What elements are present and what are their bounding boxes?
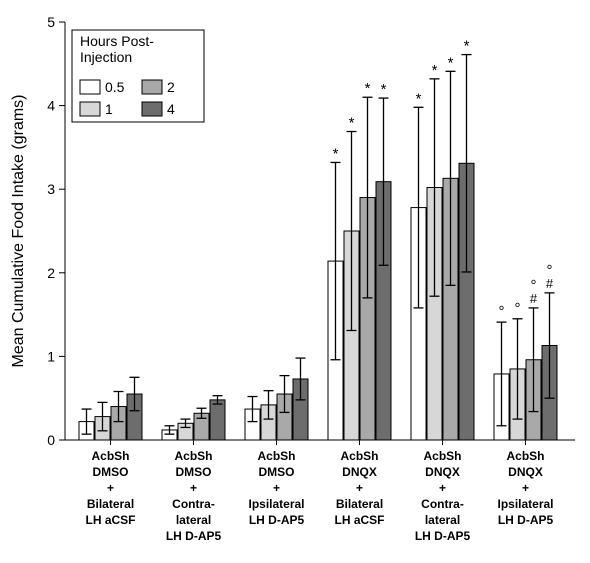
legend-swatch (142, 80, 162, 94)
y-tick-label: 2 (47, 265, 55, 281)
x-group-label: Ipsilateral (497, 497, 553, 511)
chart-svg: 0 1 2 3 4 5 Mean Cumulative Food Intake (grams… (0, 0, 590, 563)
x-group-label: lateral (176, 513, 211, 527)
x-group-label: DMSO (176, 465, 212, 479)
x-group-label: + (107, 481, 114, 495)
x-group-label: AcbSh (174, 449, 212, 463)
x-group-label: Bilateral (336, 497, 383, 511)
x-group-label: AcbSh (506, 449, 544, 463)
legend-swatch (80, 80, 100, 94)
x-group-label: LH aCSF (334, 513, 384, 527)
legend-label: 0.5 (105, 79, 125, 95)
sig-mark: * (464, 38, 470, 55)
x-group-label: LH aCSF (85, 513, 135, 527)
legend-title: Hours Post- (80, 33, 154, 49)
sig-mark: ° (499, 303, 505, 320)
x-group-label: + (356, 481, 363, 495)
sig-mark: * (365, 80, 371, 97)
x-group-label: LH D-AP5 (166, 529, 222, 543)
sig-mark: * (432, 62, 438, 79)
x-group-label: AcbSh (423, 449, 461, 463)
y-tick-label: 0 (47, 432, 55, 448)
x-group-label: AcbSh (257, 449, 295, 463)
sig-mark: * (448, 54, 454, 71)
sig-mark: * (416, 90, 422, 107)
legend-label: 1 (105, 101, 113, 117)
x-group-label: LH D-AP5 (249, 513, 305, 527)
x-group-label: + (522, 481, 529, 495)
y-tick-label: 4 (47, 98, 55, 114)
legend-label: 2 (167, 79, 175, 95)
x-group-label: + (273, 481, 280, 495)
bar-chart-food-intake: { "chart": { "type": "grouped-bar", "wid… (0, 0, 590, 563)
x-group-label: AcbSh (91, 449, 129, 463)
x-group-label: DNQX (508, 465, 543, 479)
bar (210, 400, 225, 440)
legend-title: Injection (80, 49, 132, 65)
legend-swatch (80, 102, 100, 116)
sig-mark: * (349, 115, 355, 132)
x-group-label: Ipsilateral (248, 497, 304, 511)
sig-mark: # (546, 276, 554, 291)
y-tick-label: 5 (47, 14, 55, 30)
x-group-label: DNQX (342, 465, 377, 479)
x-group-label: LH D-AP5 (498, 513, 554, 527)
legend-swatch (142, 102, 162, 116)
y-tick-label: 1 (47, 348, 55, 364)
x-group-label: Contra- (172, 497, 215, 511)
sig-mark: * (333, 145, 339, 162)
sig-mark: # (530, 291, 538, 306)
y-tick-label: 3 (47, 181, 55, 197)
sig-mark: * (381, 81, 387, 98)
x-group-label: DMSO (259, 465, 295, 479)
x-group-label: LH D-AP5 (415, 529, 471, 543)
x-group-label: DNQX (425, 465, 460, 479)
x-group-label: AcbSh (340, 449, 378, 463)
legend-label: 4 (167, 101, 175, 117)
x-group-label: + (190, 481, 197, 495)
x-group-label: Contra- (421, 497, 464, 511)
sig-mark: ° (515, 300, 521, 317)
x-group-label: Bilateral (87, 497, 134, 511)
x-group-label: + (439, 481, 446, 495)
x-group-label: lateral (425, 513, 460, 527)
x-group-label: DMSO (93, 465, 129, 479)
y-axis-label: Mean Cumulative Food Intake (grams) (10, 95, 27, 368)
